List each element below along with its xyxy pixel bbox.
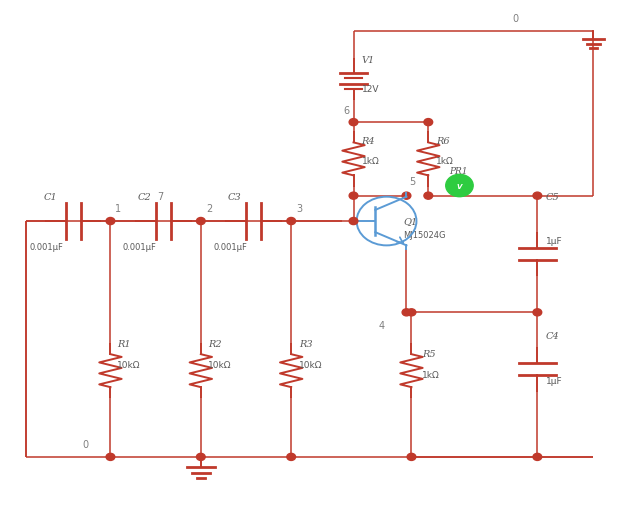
Circle shape [287,218,295,225]
Text: Q1: Q1 [403,216,418,225]
Text: 1μF: 1μF [545,237,562,246]
Circle shape [106,218,115,225]
Text: 1kΩ: 1kΩ [436,157,454,166]
Text: C1: C1 [44,192,58,202]
Text: MJ15024G: MJ15024G [403,230,446,239]
Text: V1: V1 [362,55,375,65]
Text: C5: C5 [545,192,559,202]
Text: C4: C4 [545,331,559,341]
Circle shape [106,454,115,461]
Circle shape [402,309,411,316]
Text: C3: C3 [228,192,242,202]
Text: R3: R3 [299,339,312,348]
Text: 5: 5 [409,176,416,186]
Text: R5: R5 [422,349,436,358]
Circle shape [533,193,541,200]
Text: 3: 3 [296,204,302,214]
Text: 10kΩ: 10kΩ [299,360,322,369]
Text: 6: 6 [343,105,349,115]
Text: 1kΩ: 1kΩ [362,157,379,166]
Circle shape [349,218,358,225]
Text: 1μF: 1μF [545,376,562,385]
Text: 0.001μF: 0.001μF [123,243,156,252]
Text: 4: 4 [379,320,384,330]
Circle shape [402,193,411,200]
Circle shape [424,119,433,126]
Circle shape [287,454,295,461]
Text: 12V: 12V [362,84,379,93]
Text: 0: 0 [83,439,88,449]
Circle shape [349,119,358,126]
Text: 10kΩ: 10kΩ [208,360,232,369]
Text: R2: R2 [208,339,222,348]
Text: R4: R4 [362,137,375,146]
Text: 0.001μF: 0.001μF [29,243,63,252]
Text: 1kΩ: 1kΩ [422,370,440,379]
Text: 1: 1 [115,204,121,214]
Circle shape [197,218,205,225]
Circle shape [424,193,433,200]
Circle shape [446,175,473,197]
Text: 2: 2 [206,204,212,214]
Circle shape [533,454,541,461]
Text: PR1: PR1 [449,167,468,176]
Text: R6: R6 [436,137,450,146]
Circle shape [407,454,416,461]
Text: 0.001μF: 0.001μF [213,243,247,252]
Text: V: V [457,183,462,189]
Text: 10kΩ: 10kΩ [116,360,140,369]
Circle shape [533,309,541,316]
Circle shape [407,309,416,316]
Text: R1: R1 [116,339,130,348]
Circle shape [197,454,205,461]
Text: 7: 7 [157,191,163,202]
Text: 0: 0 [513,14,518,24]
Circle shape [349,193,358,200]
Text: C2: C2 [137,192,151,202]
